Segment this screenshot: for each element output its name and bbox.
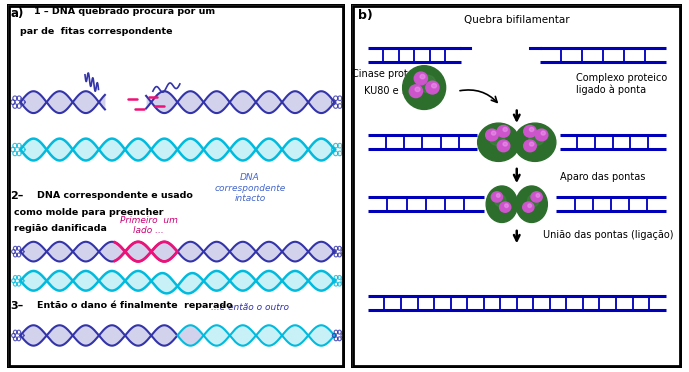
Text: par de  fitas correspondente: par de fitas correspondente xyxy=(21,28,173,36)
Ellipse shape xyxy=(420,74,425,79)
Ellipse shape xyxy=(486,186,517,222)
Text: Aparo das pontas: Aparo das pontas xyxy=(559,172,645,182)
Ellipse shape xyxy=(477,123,520,161)
Text: a): a) xyxy=(10,7,23,20)
Text: Cinase proteica: Cinase proteica xyxy=(351,69,427,79)
Ellipse shape xyxy=(535,129,548,141)
Ellipse shape xyxy=(503,142,507,146)
Text: Quebra bifilamentar: Quebra bifilamentar xyxy=(464,15,570,25)
Ellipse shape xyxy=(497,125,510,137)
Ellipse shape xyxy=(500,202,511,212)
Ellipse shape xyxy=(486,129,498,141)
Text: 3–: 3– xyxy=(10,301,23,311)
Ellipse shape xyxy=(419,75,436,93)
Ellipse shape xyxy=(516,186,547,222)
Ellipse shape xyxy=(489,132,504,145)
Text: Então o dano é finalmente  reparado: Então o dano é finalmente reparado xyxy=(37,301,233,310)
Ellipse shape xyxy=(431,84,437,88)
Text: como molde para preencher: como molde para preencher xyxy=(14,208,163,217)
Ellipse shape xyxy=(528,204,531,208)
Ellipse shape xyxy=(496,194,500,197)
Ellipse shape xyxy=(529,128,534,131)
Text: KU80 e KU70: KU80 e KU70 xyxy=(364,86,427,96)
Text: Complexo proteico
ligado à ponta: Complexo proteico ligado à ponta xyxy=(576,73,668,95)
Text: região danificada: região danificada xyxy=(14,224,107,233)
Text: ...e então o outro: ...e então o outro xyxy=(211,303,289,312)
Ellipse shape xyxy=(491,131,496,135)
Text: 1 – DNA quebrado procura por um: 1 – DNA quebrado procura por um xyxy=(34,7,215,16)
Ellipse shape xyxy=(402,66,446,109)
Ellipse shape xyxy=(536,194,539,197)
Text: DNA correspondente e usado: DNA correspondente e usado xyxy=(37,192,193,201)
Text: DNA
correspondente
intacto: DNA correspondente intacto xyxy=(214,173,286,203)
Ellipse shape xyxy=(497,140,510,152)
Ellipse shape xyxy=(495,195,506,206)
Ellipse shape xyxy=(409,85,422,97)
Ellipse shape xyxy=(529,132,544,145)
Text: União das pontas (ligação): União das pontas (ligação) xyxy=(543,230,674,240)
Ellipse shape xyxy=(531,192,542,202)
Text: 2–: 2– xyxy=(10,192,23,202)
Ellipse shape xyxy=(491,192,502,202)
Ellipse shape xyxy=(523,202,534,212)
Ellipse shape xyxy=(524,125,536,137)
Text: Primeiro  um
lado ...: Primeiro um lado ... xyxy=(120,216,178,235)
Ellipse shape xyxy=(541,131,546,135)
Ellipse shape xyxy=(504,204,508,208)
Ellipse shape xyxy=(524,140,536,152)
Ellipse shape xyxy=(415,87,420,92)
Ellipse shape xyxy=(503,128,507,131)
Ellipse shape xyxy=(426,81,439,94)
Ellipse shape xyxy=(414,72,427,85)
Ellipse shape xyxy=(528,195,539,206)
Ellipse shape xyxy=(514,123,556,161)
Text: b): b) xyxy=(358,9,373,22)
Ellipse shape xyxy=(529,142,534,146)
